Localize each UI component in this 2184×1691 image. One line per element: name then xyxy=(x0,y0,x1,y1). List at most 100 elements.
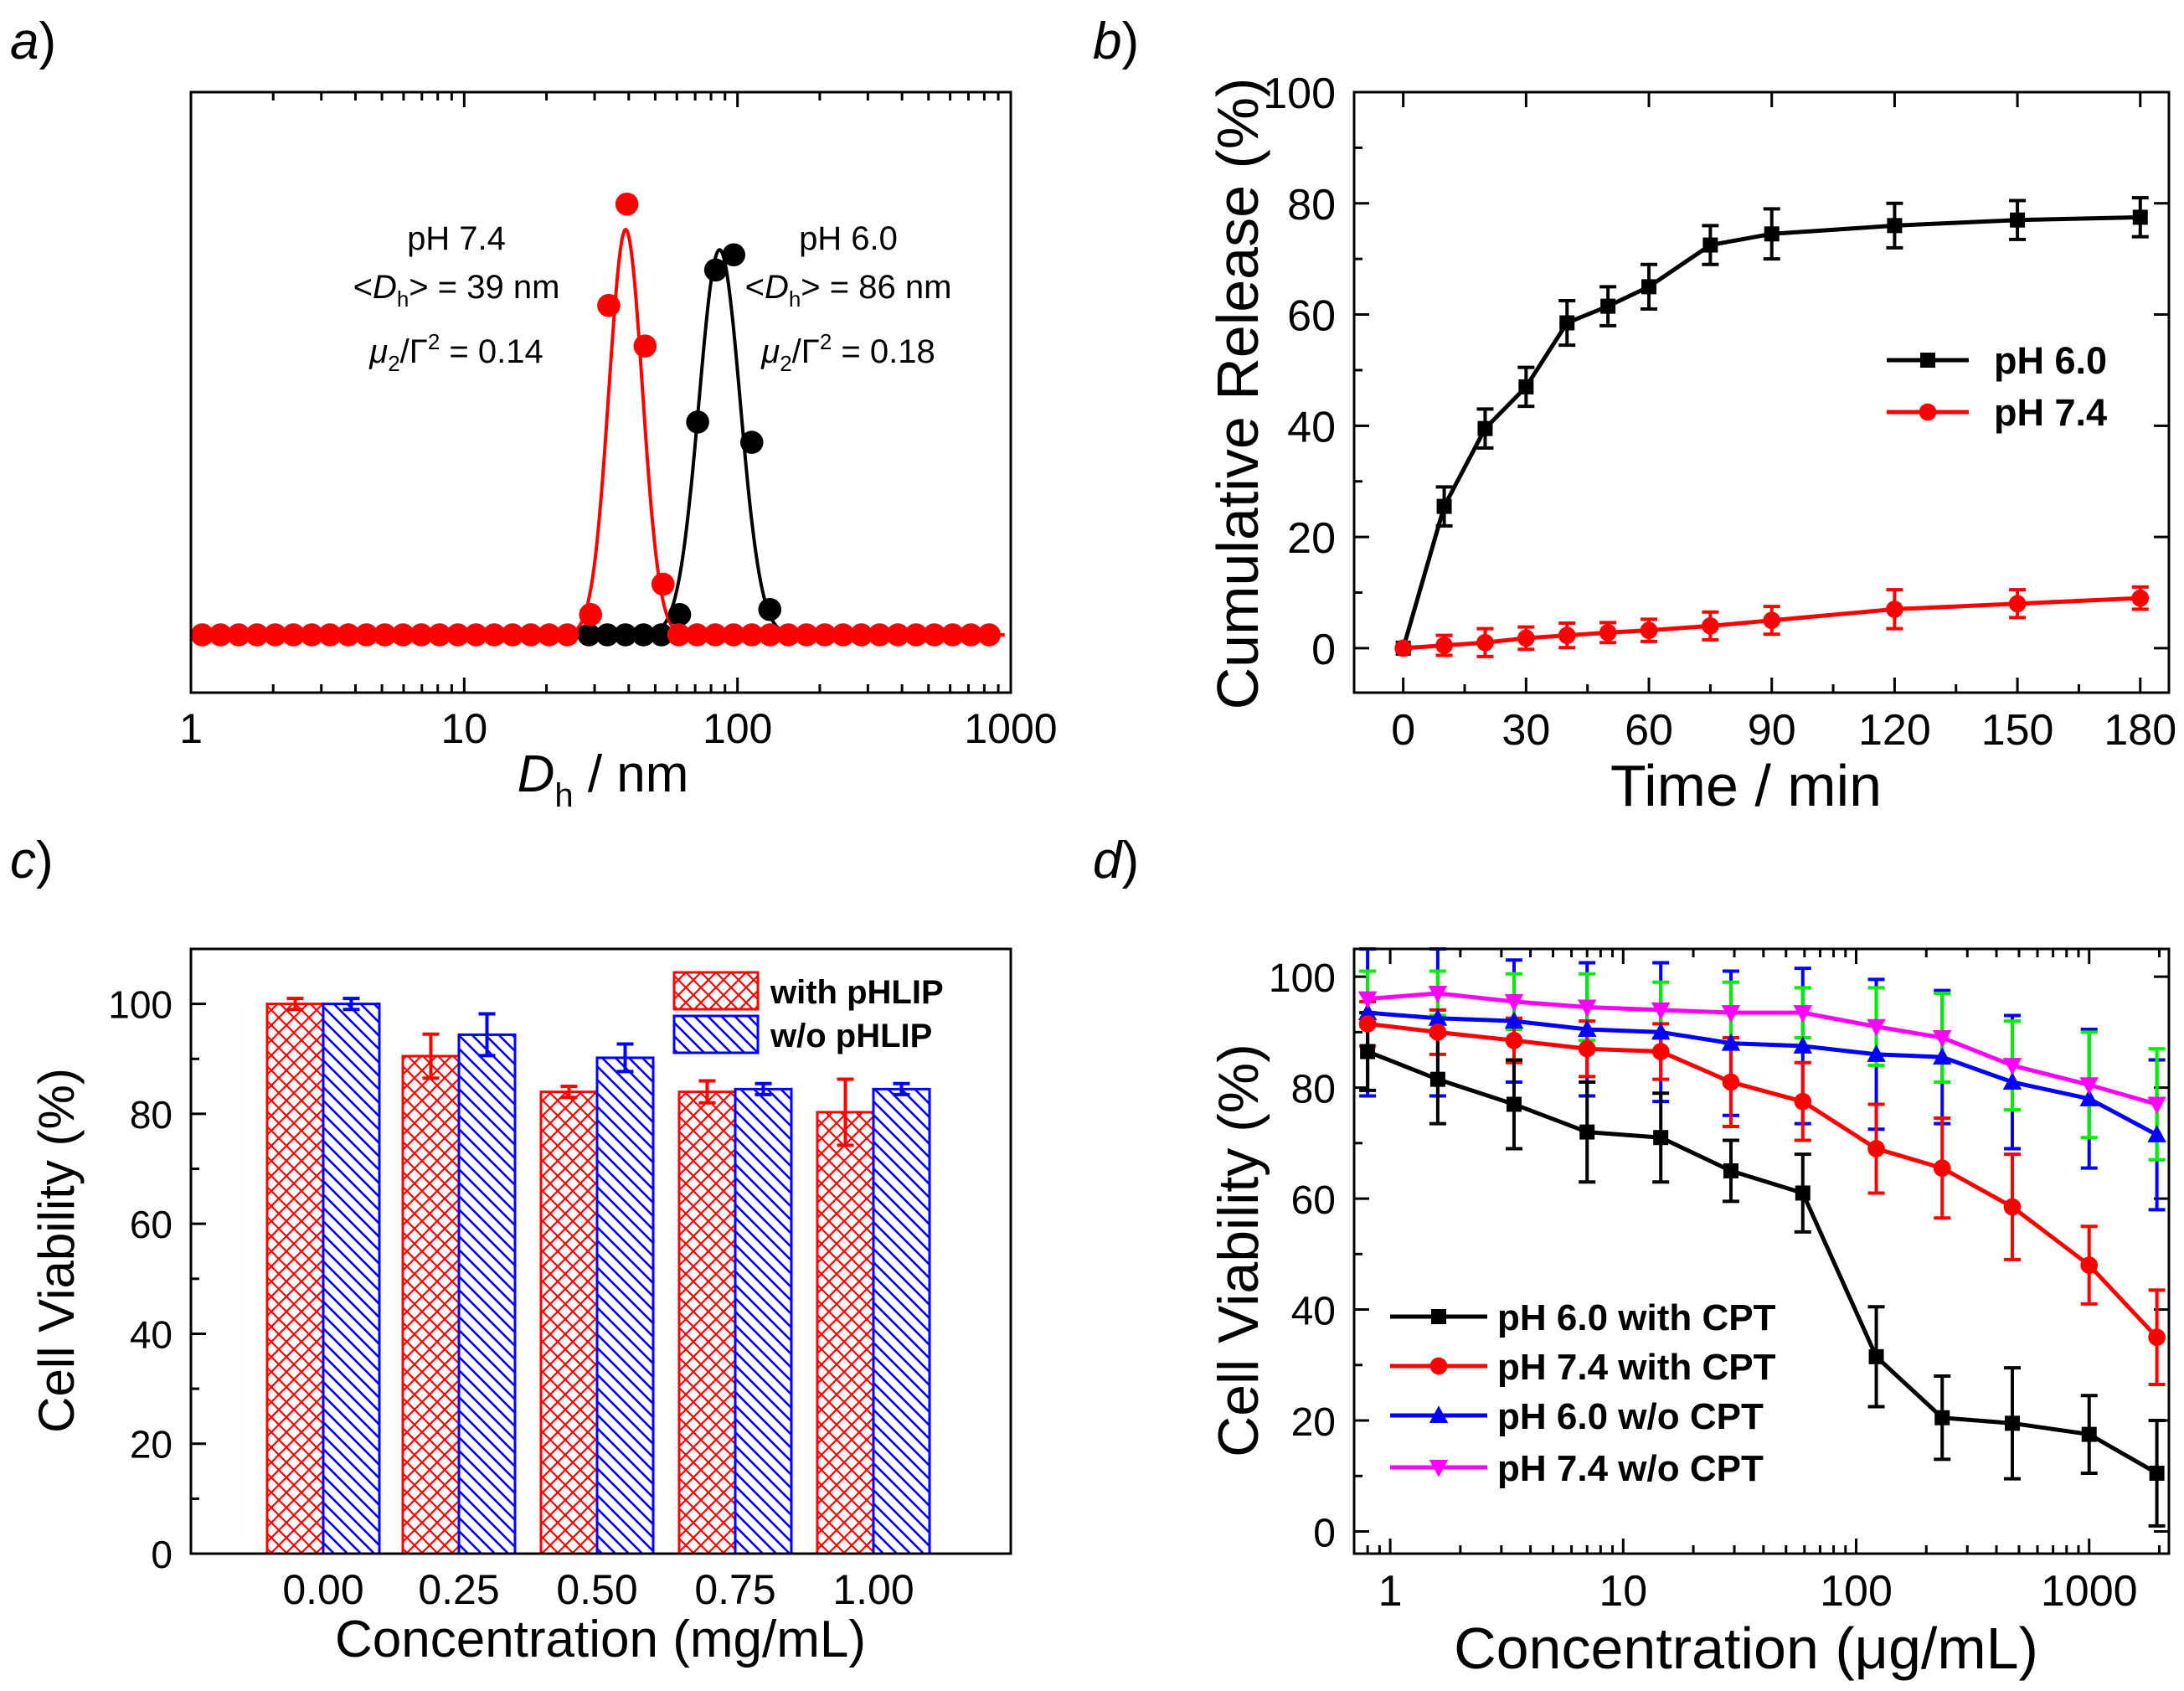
y-tick-label: 40 xyxy=(1291,1290,1336,1334)
data-point-ph74-baseline xyxy=(849,623,873,647)
data-point-ph60-with-cpt xyxy=(1579,1124,1595,1140)
data-point-ph74-baseline xyxy=(519,623,543,647)
panel-label-d: d) xyxy=(1093,832,1139,889)
x-tick-label: 0.75 xyxy=(694,1566,775,1613)
y-tick-label: 20 xyxy=(130,1423,173,1467)
y-tick-label: 80 xyxy=(1287,181,1336,229)
y-tick-label: 40 xyxy=(1287,403,1336,451)
x-tick-label: 120 xyxy=(1858,706,1931,755)
panel-label-c: c) xyxy=(10,832,54,889)
x-tick-label: 30 xyxy=(1502,706,1550,755)
legend-marker-ph60-without-cpt xyxy=(1429,1405,1449,1423)
data-point-ph60 xyxy=(686,410,709,434)
data-point-ph74-baseline xyxy=(263,623,287,647)
data-point-ph74-baseline xyxy=(555,623,579,647)
legend-marker-ph74-without-cpt xyxy=(1429,1460,1449,1477)
data-point-ph60 xyxy=(595,623,620,647)
error-bar-with-phlip xyxy=(286,997,304,1012)
data-point-ph74-baseline xyxy=(281,623,306,647)
bar-with-phlip xyxy=(677,1090,737,1555)
data-point-ph74-baseline xyxy=(977,623,1001,647)
y-tick-label: 80 xyxy=(130,1093,173,1137)
data-point-ph74-baseline xyxy=(354,623,379,647)
series-line-ph74-with-cpt xyxy=(1367,1021,2159,1339)
data-point-ph74-baseline xyxy=(337,623,360,647)
data-point-ph60 xyxy=(1702,237,1718,253)
data-point-ph74 xyxy=(651,572,675,596)
fit-curve-ph60 xyxy=(637,247,801,637)
error-bar-with-phlip xyxy=(698,1079,716,1105)
data-point-ph74-baseline xyxy=(446,623,470,647)
data-point-ph74-baseline xyxy=(537,623,561,647)
x-tick-label: 100 xyxy=(1820,1567,1893,1616)
x-tick-label: 1.00 xyxy=(832,1566,914,1613)
data-point-ph60-with-cpt xyxy=(2149,1465,2165,1481)
data-point-ph74-baseline xyxy=(318,623,342,647)
data-point-ph74-with-cpt xyxy=(1933,1159,1951,1177)
legend-marker-ph60-with-cpt xyxy=(1431,1309,1446,1324)
data-point-ph74 xyxy=(1599,623,1617,642)
data-point-ph60-without-cpt xyxy=(1651,1022,1671,1040)
legend-label-with-phlip: with pHLIP xyxy=(770,974,944,1011)
data-point-ph60 xyxy=(577,623,601,647)
data-point-ph74 xyxy=(1476,633,1494,652)
data-point-ph74-baseline xyxy=(813,623,837,647)
data-point-ph74-with-cpt xyxy=(1867,1140,1885,1157)
legend-marker-ph60 xyxy=(1920,353,1935,368)
y-tick-label: 100 xyxy=(1263,70,1336,118)
data-point-ph60-without-cpt xyxy=(1577,1019,1597,1038)
data-point-ph60-without-cpt xyxy=(1357,1003,1378,1021)
x-tick-label: 10 xyxy=(1599,1567,1647,1616)
data-point-ph74-baseline xyxy=(373,623,397,647)
data-point-ph60 xyxy=(1518,379,1534,394)
data-point-ph74 xyxy=(633,334,657,358)
legend-label-ph60-without-cpt: pH 6.0 w/o CPT xyxy=(1497,1396,1764,1437)
series-line-ph60 xyxy=(1401,214,2140,649)
data-point-ph60 xyxy=(1887,218,1903,234)
data-point-ph74 xyxy=(1702,616,1719,635)
y-tick-label: 60 xyxy=(130,1203,173,1246)
data-point-ph60 xyxy=(650,623,673,647)
data-point-ph60-without-cpt xyxy=(1721,1033,1741,1051)
data-point-ph60 xyxy=(1641,279,1657,295)
data-point-ph60 xyxy=(631,623,656,647)
data-point-ph74-without-cpt xyxy=(1504,993,1524,1012)
x-tick-label: 180 xyxy=(2104,706,2176,755)
data-point-ph74 xyxy=(597,293,621,317)
data-point-ph74-with-cpt xyxy=(1429,1023,1447,1041)
x-tick-label: 0.00 xyxy=(282,1566,363,1613)
panel-label-a: a) xyxy=(10,13,56,70)
error-bar-with-phlip xyxy=(560,1085,578,1100)
bar-with-phlip xyxy=(265,1003,325,1555)
data-point-ph74-baseline xyxy=(795,623,819,647)
y-tick-label: 100 xyxy=(108,983,173,1027)
legend-label-ph60-with-cpt: pH 6.0 with CPT xyxy=(1497,1297,1776,1338)
data-point-ph74 xyxy=(615,192,639,216)
panel-c-chart: 0 20 40 60 80 100 0.00 0.25 0.50 0.75 1.00Concentr… xyxy=(28,947,944,1668)
x-axis-label: Concentration (μg/mL) xyxy=(1454,1616,2038,1681)
data-point-ph74-baseline xyxy=(922,623,946,647)
data-point-ph60-with-cpt xyxy=(1429,1071,1445,1087)
legend-label-ph74: pH 7.4 xyxy=(1994,391,2107,434)
data-point-ph74-with-cpt xyxy=(2148,1328,2166,1347)
x-tick-label: 1000 xyxy=(2041,1567,2138,1616)
panel-a-chart: 1 10 100 1000 Dh / nm pH 7.4 <Dh> = 39 nm μ2/Γ2… xyxy=(179,92,1058,814)
data-point-ph60-with-cpt xyxy=(1653,1130,1669,1146)
y-axis-label: Cumulative Release (%) xyxy=(1205,78,1270,710)
x-tick-label: 1 xyxy=(1378,1567,1403,1616)
data-point-ph74-with-cpt xyxy=(2080,1256,2099,1274)
data-point-ph74 xyxy=(2131,589,2150,607)
data-point-ph74-baseline xyxy=(391,623,415,647)
data-point-ph74-baseline xyxy=(428,623,451,647)
data-point-ph60 xyxy=(1600,298,1616,314)
data-point-ph60-without-cpt xyxy=(1793,1036,1813,1054)
data-point-ph74-baseline xyxy=(190,623,214,647)
x-tick-label: 0.50 xyxy=(556,1566,637,1613)
data-point-ph74-with-cpt xyxy=(1722,1073,1740,1091)
data-point-ph74-with-cpt xyxy=(1578,1039,1596,1058)
data-point-ph74 xyxy=(1517,629,1535,647)
annotation-ph60-label: pH 6.0 xyxy=(799,220,898,257)
data-point-ph60 xyxy=(1559,315,1575,331)
